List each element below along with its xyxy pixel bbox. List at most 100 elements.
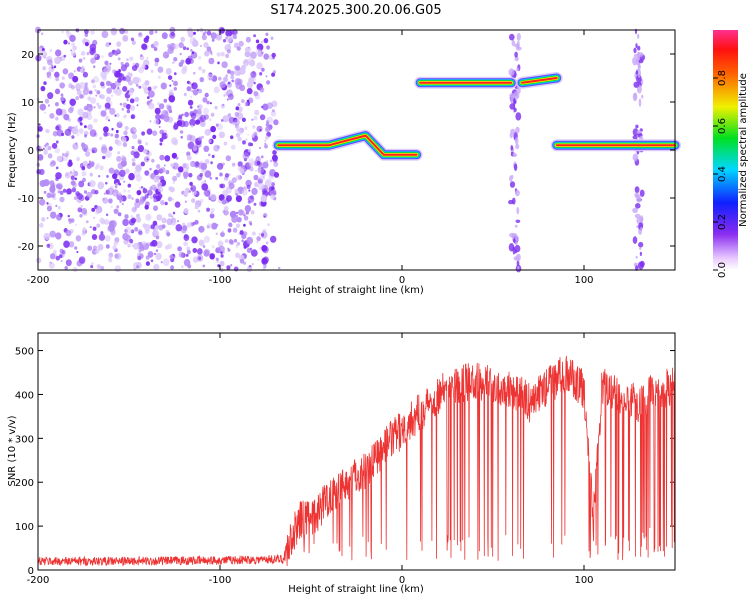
spectrogram-noise-dot [88, 104, 93, 108]
spectrogram-noise-dot [247, 195, 255, 203]
spectrogram-noise-dot [131, 206, 137, 213]
spectrogram-noise-dot [137, 145, 145, 153]
colorbar-tick-label: 0.4 [717, 166, 728, 182]
spectrogram-noise-dot [210, 125, 217, 133]
spectrogram-streak-dot [633, 92, 637, 100]
spectrogram-noise-dot [163, 98, 168, 103]
colorbar-gradient [713, 30, 738, 270]
spectrogram-streak-dot [515, 235, 519, 242]
snr-panel: -200 -100 0 100 0 100 200 300 400 500 Height of s… [7, 332, 676, 595]
spectrogram-noise-dot [250, 142, 254, 147]
spectrogram-noise-dot [220, 231, 225, 237]
spectrogram-noise-dot [211, 38, 215, 42]
spectrogram-noise-dot [209, 213, 215, 219]
spectrogram-noise-dot [202, 97, 208, 103]
spectrogram-noise-dot [204, 179, 207, 182]
spectrogram-noise-dot [101, 55, 104, 58]
spectrogram-noise-dot [149, 29, 154, 35]
spectrogram-noise-dot [134, 96, 140, 103]
spectrogram-noise-dot [197, 88, 203, 94]
spectrogram-noise-dot [154, 57, 160, 63]
spectrogram-noise-dot [270, 159, 273, 163]
spectrogram-noise-dot [107, 187, 115, 196]
spectrogram-noise-dot [87, 245, 93, 251]
spectrogram-noise-dot [188, 190, 191, 193]
spectrogram-noise-dot [239, 230, 244, 235]
spectrogram-noise-dot [44, 98, 50, 104]
spectrogram-noise-dot [146, 128, 153, 135]
spectrogram-noise-dot [217, 264, 221, 268]
spectrogram-noise-dot [250, 247, 253, 251]
spectrogram-noise-dot [213, 86, 220, 94]
spectrogram-noise-dot [164, 170, 167, 173]
spectrogram-noise-dot [139, 33, 142, 36]
spectrogram-noise-dot [75, 235, 82, 242]
spectrogram-streak-dot [635, 255, 638, 259]
spectrogram-noise-dot [169, 254, 174, 259]
spectrogram-noise-dot [250, 210, 255, 215]
spectrogram-noise-dot [39, 222, 44, 228]
spectrogram-noise-dot [68, 107, 74, 114]
spectrogram-noise-dot [241, 189, 248, 196]
spectrogram-noise-dot [195, 119, 201, 125]
spectrogram-noise-dot [149, 195, 153, 200]
spectrogram-noise-dot [41, 217, 46, 222]
spectrogram-noise-dot [118, 182, 122, 186]
spectrogram-noise-dot [49, 48, 53, 53]
spectrogram-noise-dot [115, 113, 120, 118]
spectrogram-streak-dot [636, 130, 642, 135]
spectrogram-noise-dot [114, 139, 120, 145]
spectrogram-noise-dot [253, 174, 259, 181]
spectrogram-noise-dot [149, 241, 154, 247]
spectrogram-noise-dot [130, 150, 135, 156]
spectrogram-noise-dot [253, 202, 257, 206]
snr-y-tick-label: 100 [15, 522, 34, 533]
spectrogram-noise-dot [251, 187, 258, 195]
spectrogram-noise-dot [173, 57, 178, 62]
spectrogram-noise-dot [131, 145, 135, 150]
spectrogram-noise-dot [39, 180, 46, 187]
spectrogram-noise-dot [114, 133, 120, 139]
spectrogram-noise-dot [55, 177, 59, 181]
spectrogram-noise-dot [123, 189, 127, 193]
spectrogram-noise-dot [49, 186, 56, 193]
spectrogram-noise-dot [178, 62, 183, 67]
spectrogram-noise-dot [246, 266, 253, 273]
spectrogram-noise-dot [76, 156, 81, 162]
spectrogram-streak-dot [634, 213, 641, 219]
spectrogram-noise-dot [235, 106, 240, 111]
spectrogram-noise-dot [173, 123, 179, 130]
spectrogram-streak-dot [635, 203, 641, 209]
spectrogram-streak-dot [632, 135, 638, 140]
spectrogram-noise-dot [96, 163, 100, 168]
spectrogram-noise-dot [96, 223, 101, 228]
spectrogram-noise-dot [173, 87, 177, 91]
spectrogram-noise-dot [161, 132, 168, 140]
spectrogram-noise-dot [265, 122, 270, 127]
spectrogram-noise-dot [215, 123, 219, 127]
spectrogram-noise-dot [259, 128, 262, 132]
spectrogram-noise-dot [115, 129, 119, 134]
spectrogram-noise-dot [272, 150, 277, 155]
spectrogram-noise-dot [191, 82, 198, 90]
spectrogram-noise-dot [222, 115, 229, 123]
spectrogram-noise-dot [72, 168, 75, 172]
spectrogram-noise-dot [153, 40, 159, 47]
spectrogram-noise-dot [230, 135, 234, 140]
spectrogram-noise-dot [54, 88, 61, 95]
spectrogram-noise-dot [105, 181, 108, 185]
spectrogram-noise-dot [156, 241, 163, 249]
spectrogram-y-tick-label: 20 [21, 50, 34, 61]
spectrogram-noise-dot [167, 196, 173, 202]
spectrogram-noise-dot [166, 218, 173, 226]
spectrogram-noise-dot [237, 165, 243, 172]
spectrogram-noise-dot [244, 50, 251, 58]
spectrogram-noise-dot [225, 74, 228, 77]
spectrogram-noise-dot [105, 213, 109, 217]
spectrogram-noise-dot [71, 127, 79, 135]
spectrogram-noise-dot [116, 48, 121, 54]
spectrogram-noise-dot [187, 264, 192, 269]
spectrogram-noise-dot [224, 239, 229, 243]
spectrogram-noise-dot [40, 85, 46, 92]
